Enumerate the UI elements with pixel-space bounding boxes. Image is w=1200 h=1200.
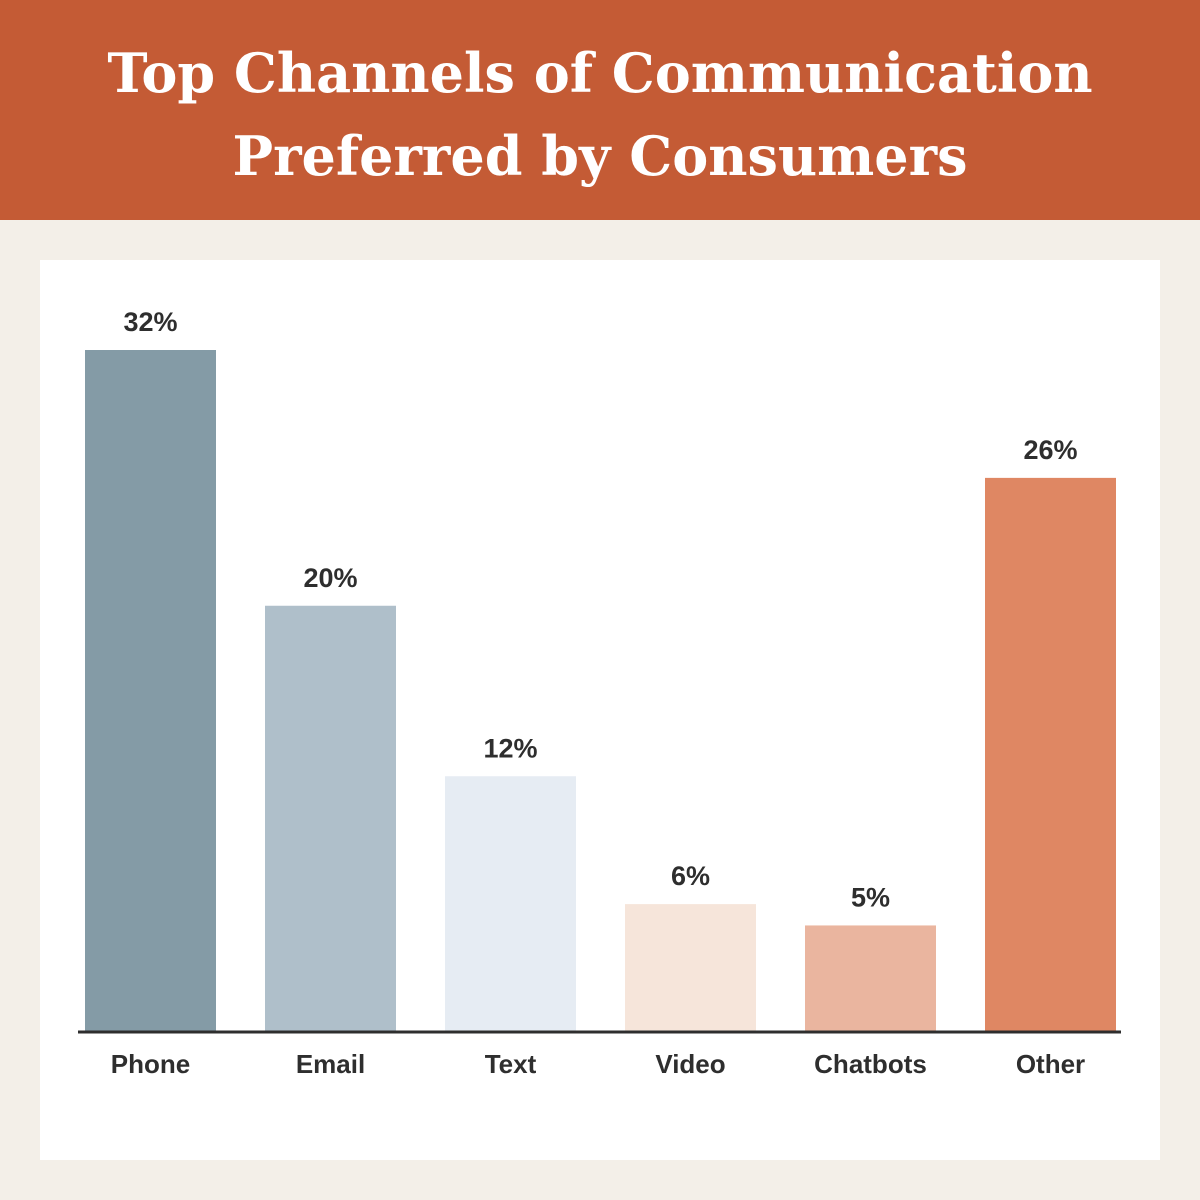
- category-label-phone: Phone: [111, 1049, 190, 1079]
- category-label-chatbots: Chatbots: [814, 1049, 927, 1079]
- bar-chatbots: [805, 925, 936, 1032]
- value-label-phone: 32%: [123, 307, 177, 337]
- value-label-text: 12%: [483, 733, 537, 763]
- value-label-chatbots: 5%: [851, 882, 890, 912]
- bar-email: [265, 605, 396, 1032]
- chart-title-line-1: Top Channels of Communication: [107, 41, 1093, 105]
- value-label-video: 6%: [671, 861, 710, 891]
- bar-other: [985, 477, 1116, 1032]
- bar-phone: [85, 350, 216, 1032]
- category-label-video: Video: [655, 1049, 725, 1079]
- bar-chart: 32% Phone 20% Email 12% Text 6% Video 5% Chatbots…: [78, 307, 1121, 1079]
- chart-title-line-2: Preferred by Consumers: [232, 124, 968, 188]
- category-label-text: Text: [485, 1049, 537, 1079]
- value-label-other: 26%: [1023, 435, 1077, 465]
- header-banner: Top Channels of Communication Preferred …: [0, 0, 1200, 220]
- category-label-other: Other: [1016, 1049, 1085, 1079]
- value-label-email: 20%: [303, 563, 357, 593]
- category-label-email: Email: [296, 1049, 365, 1079]
- bar-video: [625, 904, 756, 1032]
- bar-text: [445, 776, 576, 1032]
- chart-card: 32% Phone 20% Email 12% Text 6% Video 5% Chatbots…: [40, 260, 1160, 1160]
